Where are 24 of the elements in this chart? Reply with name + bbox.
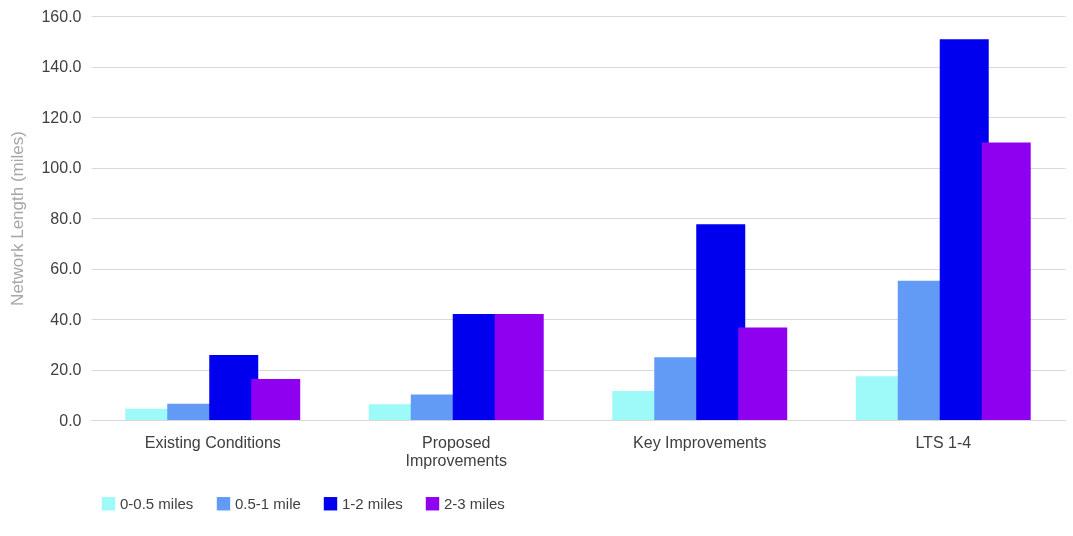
legend-label: 2-3 miles bbox=[444, 494, 505, 512]
y-axis-title: Network Length (miles) bbox=[8, 131, 28, 306]
x-tick-label: Proposed Improvements bbox=[405, 433, 507, 469]
legend-label: 0-0.5 miles bbox=[120, 494, 194, 512]
y-tick-label: 160.0 bbox=[41, 7, 82, 25]
legend-label: 1-2 miles bbox=[342, 494, 403, 512]
y-tick-label: 40.0 bbox=[50, 310, 82, 328]
x-tick-label: LTS 1-4 bbox=[915, 433, 972, 451]
legend-label: 0.5-1 mile bbox=[235, 494, 301, 512]
y-tick-label: 80.0 bbox=[50, 209, 82, 227]
bar bbox=[251, 379, 301, 420]
x-tick-label: Key Improvements bbox=[633, 433, 767, 451]
bar bbox=[738, 327, 788, 420]
y-tick-label: 0.0 bbox=[59, 411, 82, 429]
x-tick-label: Existing Conditions bbox=[144, 433, 281, 451]
y-tick-label: 20.0 bbox=[50, 361, 82, 378]
bar bbox=[696, 224, 746, 420]
y-tick-label: 140.0 bbox=[41, 58, 82, 75]
bar bbox=[494, 313, 544, 420]
bar bbox=[981, 142, 1031, 420]
y-tick-label: 60.0 bbox=[50, 260, 82, 277]
y-tick-label: 100.0 bbox=[41, 159, 82, 176]
y-tick-label: 120.0 bbox=[41, 108, 82, 126]
bar bbox=[209, 355, 259, 420]
